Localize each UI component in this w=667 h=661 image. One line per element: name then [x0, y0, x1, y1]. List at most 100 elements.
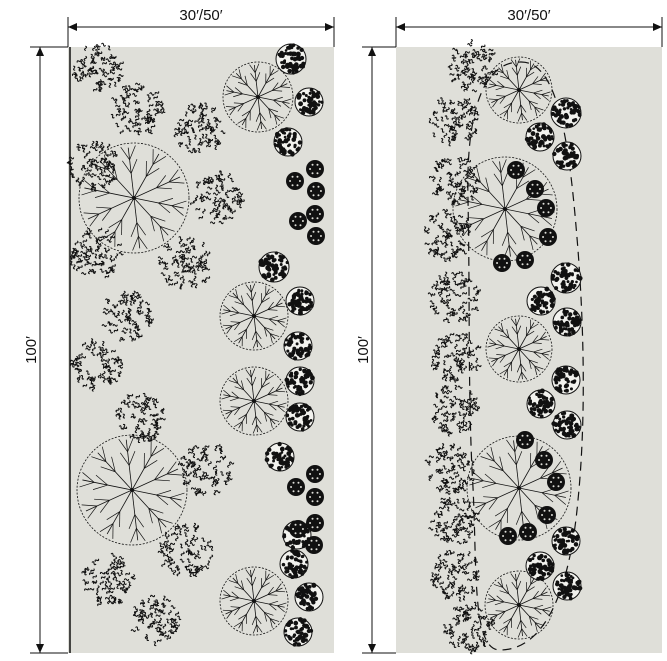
round-shrub-icon: [284, 366, 315, 397]
small-shrub-icon: [516, 251, 534, 269]
small-shrub-icon: [499, 527, 517, 545]
flowering-shrub-icon: [157, 522, 214, 578]
left-width-label: 30′/50′: [179, 7, 222, 24]
dimension-arrow-icon: [653, 23, 662, 31]
round-shrub-icon: [283, 617, 314, 647]
dimension-arrow-icon: [396, 23, 405, 31]
small-shrub-icon: [287, 478, 305, 496]
small-shrub-icon: [537, 199, 555, 217]
flowering-shrub-icon: [81, 552, 136, 607]
small-shrub-icon: [516, 431, 534, 449]
shade-tree-icon: [76, 434, 188, 546]
small-shrub-icon: [493, 254, 511, 272]
flowering-shrub-icon: [115, 392, 166, 444]
round-shrub-icon: [264, 441, 295, 472]
flowering-shrub-icon: [423, 208, 472, 262]
flowering-shrub-icon: [442, 601, 496, 655]
dimension-arrow-icon: [368, 47, 376, 56]
shade-tree-icon: [485, 315, 553, 383]
right-width-label: 30′/50′: [507, 7, 550, 24]
round-shrub-icon: [526, 388, 556, 419]
small-shrub-icon: [547, 473, 565, 491]
small-shrub-icon: [306, 160, 324, 178]
shade-tree-icon: [219, 566, 289, 636]
right-ground: [396, 47, 662, 653]
left-panel: 30′/50′ 100′: [23, 7, 335, 654]
round-shrub-icon: [285, 286, 315, 316]
flowering-shrub-icon: [177, 443, 235, 497]
round-shrub-icon: [550, 97, 582, 129]
small-shrub-icon: [289, 520, 307, 538]
round-shrub-icon: [283, 331, 313, 361]
flowering-shrub-icon: [430, 549, 480, 602]
small-shrub-icon: [306, 465, 324, 483]
flowering-shrub-icon: [70, 227, 124, 279]
small-shrub-icon: [289, 212, 307, 230]
flowering-shrub-icon: [428, 157, 481, 206]
flowering-shrub-icon: [69, 338, 124, 392]
shade-tree-icon: [485, 56, 553, 124]
round-shrub-icon: [294, 582, 324, 612]
flowering-shrub-icon: [71, 42, 124, 92]
round-shrub-icon: [551, 365, 581, 395]
small-shrub-icon: [286, 172, 304, 190]
round-shrub-icon: [279, 548, 309, 580]
flowering-shrub-icon: [66, 140, 118, 192]
flowering-shrub-icon: [110, 82, 166, 136]
round-shrub-icon: [273, 127, 303, 157]
shade-tree-icon: [484, 570, 554, 640]
flowering-shrub-icon: [430, 332, 482, 383]
small-shrub-icon: [306, 488, 324, 506]
round-shrub-icon: [285, 402, 315, 432]
round-shrub-icon: [552, 141, 582, 171]
small-shrub-icon: [306, 514, 324, 532]
round-shrub-icon: [525, 551, 555, 582]
right-width-dimension: 30′/50′: [395, 7, 663, 47]
flowering-shrub-icon: [427, 271, 481, 324]
flowering-shrub-icon: [447, 38, 499, 93]
left-height-label: 100′: [23, 336, 40, 364]
round-shrub-icon: [526, 286, 556, 316]
left-height-dimension: 100′: [23, 46, 68, 654]
small-shrub-icon: [307, 182, 325, 200]
flowering-shrub-icon: [431, 384, 480, 437]
small-shrub-icon: [535, 451, 553, 469]
flowering-shrub-icon: [173, 102, 226, 154]
round-shrub-icon: [552, 307, 582, 337]
shade-tree-icon: [222, 61, 294, 133]
small-shrub-icon: [307, 227, 325, 245]
flowering-shrub-icon: [101, 290, 154, 343]
right-height-dimension: 100′: [355, 46, 396, 654]
small-shrub-icon: [305, 536, 323, 554]
small-shrub-icon: [519, 523, 537, 541]
left-width-dimension: 30′/50′: [67, 7, 335, 47]
round-shrub-icon: [294, 87, 324, 117]
round-shrub-icon: [524, 122, 555, 152]
flowering-shrub-icon: [189, 170, 245, 225]
dimension-arrow-icon: [36, 47, 44, 56]
small-shrub-icon: [538, 506, 556, 524]
round-shrub-icon: [552, 571, 583, 601]
flowering-shrub-icon: [428, 496, 481, 545]
round-shrub-icon: [551, 410, 582, 440]
flowering-shrub-icon: [157, 236, 211, 290]
shade-tree-icon: [78, 142, 190, 254]
right-panel: 30′/50′ 100′: [355, 7, 663, 655]
small-shrub-icon: [507, 161, 525, 179]
round-shrub-icon: [258, 251, 290, 283]
flowering-shrub-icon: [428, 97, 480, 147]
dimension-arrow-icon: [36, 644, 44, 653]
right-plantings: [423, 38, 583, 655]
flowering-shrub-icon: [130, 594, 182, 647]
right-height-label: 100′: [355, 336, 372, 364]
dimension-arrow-icon: [368, 644, 376, 653]
round-shrub-icon: [551, 526, 581, 556]
dimension-arrow-icon: [325, 23, 334, 31]
dimension-arrow-icon: [68, 23, 77, 31]
small-shrub-icon: [306, 205, 324, 223]
round-shrub-icon: [275, 43, 307, 75]
shade-tree-icon: [219, 281, 289, 351]
small-shrub-icon: [526, 180, 544, 198]
left-plantings: [66, 42, 325, 647]
